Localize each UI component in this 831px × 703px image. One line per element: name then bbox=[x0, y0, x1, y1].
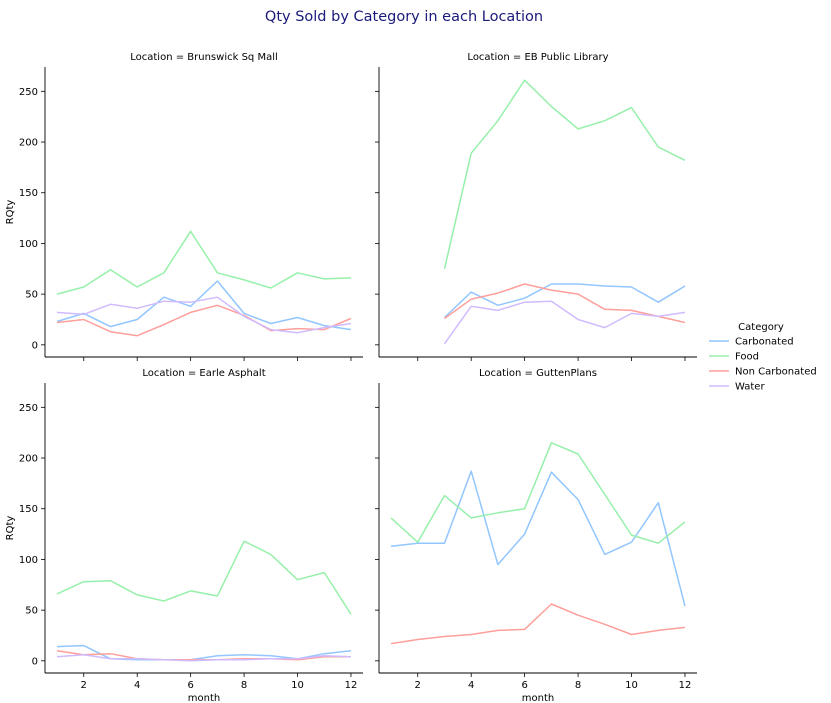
series-line-food bbox=[56, 540, 352, 615]
series-line-food bbox=[390, 442, 686, 544]
series-line-carbonated bbox=[443, 283, 686, 319]
panel-title: Location = GuttenPlans bbox=[479, 368, 597, 379]
legend-title: Category bbox=[738, 322, 784, 333]
x-tick-label: 10 bbox=[291, 680, 304, 691]
panel-1: Location = Brunswick Sq Mall 0 50 100 150 200… bbox=[5, 52, 363, 361]
series-line-water bbox=[56, 653, 352, 662]
y-tick-label: 0 bbox=[32, 656, 38, 667]
y-tick-label: 250 bbox=[19, 403, 38, 414]
x-tick-label: 2 bbox=[81, 680, 87, 691]
legend-label-water: Water bbox=[735, 382, 765, 393]
panel-2: Location = EB Public Library bbox=[375, 52, 697, 361]
y-tick-label: 0 bbox=[32, 340, 38, 351]
legend-label-carbonated: Carbonated bbox=[735, 337, 794, 348]
x-tick-label: 12 bbox=[345, 680, 358, 691]
series-line-carbonated bbox=[390, 470, 686, 607]
panel-3: Location = Earle Asphalt 0 50 100 150 200 250 2… bbox=[5, 368, 363, 703]
legend-label-non-carbonated: Non Carbonated bbox=[735, 367, 817, 378]
series-line-water bbox=[56, 296, 352, 334]
panel-title: Location = EB Public Library bbox=[467, 52, 608, 63]
x-tick-label: 10 bbox=[625, 680, 638, 691]
legend: Category Carbonated Food Non Carbonated Wat… bbox=[709, 322, 817, 393]
legend-label-food: Food bbox=[735, 352, 759, 363]
y-tick-label: 200 bbox=[19, 138, 38, 149]
figure-title: Qty Sold by Category in each Location bbox=[265, 9, 543, 25]
panel-4: Location = GuttenPlans 2 4 6 8 10 12 month bbox=[375, 368, 697, 703]
y-axis-label: RQty bbox=[5, 516, 16, 541]
y-tick-label: 100 bbox=[19, 555, 38, 566]
series-line-non-carbonated bbox=[56, 304, 352, 337]
series-line-water bbox=[443, 300, 686, 345]
panel-title: Location = Earle Asphalt bbox=[142, 368, 265, 379]
x-tick-label: 4 bbox=[468, 680, 474, 691]
series-line-carbonated bbox=[56, 280, 352, 331]
y-tick-label: 100 bbox=[19, 239, 38, 250]
y-tick-label: 150 bbox=[19, 504, 38, 515]
x-tick-label: 4 bbox=[134, 680, 140, 691]
y-tick-label: 200 bbox=[19, 454, 38, 465]
x-tick-label: 6 bbox=[521, 680, 527, 691]
series-line-food bbox=[443, 79, 686, 269]
series-line-non-carbonated bbox=[390, 603, 686, 645]
panels: Location = Brunswick Sq Mall050100150200… bbox=[5, 52, 697, 703]
y-tick-label: 50 bbox=[25, 290, 38, 301]
x-tick-label: 6 bbox=[187, 680, 193, 691]
x-tick-label: 8 bbox=[241, 680, 247, 691]
y-tick-label: 250 bbox=[19, 87, 38, 98]
panel-title: Location = Brunswick Sq Mall bbox=[130, 52, 278, 63]
x-axis-label: month bbox=[522, 693, 554, 703]
x-axis-label: month bbox=[188, 693, 220, 703]
y-tick-label: 150 bbox=[19, 188, 38, 199]
y-axis-label: RQty bbox=[5, 200, 16, 225]
x-tick-label: 8 bbox=[575, 680, 581, 691]
series-line-food bbox=[56, 230, 352, 295]
y-tick-label: 50 bbox=[25, 606, 38, 617]
x-tick-label: 12 bbox=[679, 680, 692, 691]
series-line-non-carbonated bbox=[444, 283, 686, 324]
x-tick-label: 2 bbox=[415, 680, 421, 691]
